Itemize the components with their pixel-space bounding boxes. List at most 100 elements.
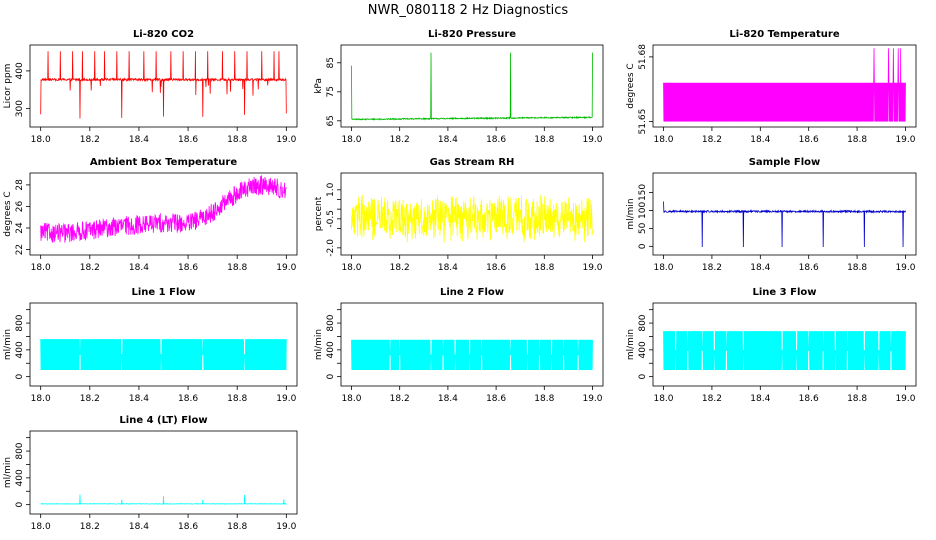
plot-frame bbox=[29, 172, 298, 256]
panel-title: Line 2 Flow bbox=[440, 287, 504, 298]
panel-title: Li-820 Temperature bbox=[729, 29, 839, 40]
x-tick-label: 18.6 bbox=[799, 135, 819, 145]
data-series-line bbox=[40, 175, 287, 243]
y-tick-label: 400 bbox=[15, 341, 25, 358]
y-axis-label: ml/min bbox=[3, 457, 13, 488]
x-tick-label: 18.8 bbox=[227, 135, 247, 145]
x-tick-label: 18.0 bbox=[31, 263, 51, 273]
y-tick-label: 0 bbox=[15, 502, 25, 508]
x-tick-label: 18.0 bbox=[653, 135, 673, 145]
y-tick-label: 800 bbox=[326, 314, 336, 331]
panel-title: Ambient Box Temperature bbox=[90, 157, 237, 168]
y-tick-label: 800 bbox=[15, 442, 25, 459]
data-series-line bbox=[40, 51, 287, 119]
x-tick-label: 18.8 bbox=[534, 394, 554, 404]
chart-panel-rh: Gas Stream RH 18.0 18.2 18.4 18.6 18.8 19.0 -2.… bbox=[314, 157, 604, 273]
x-tick-label: 18.0 bbox=[31, 522, 51, 532]
y-tick-label: 22 bbox=[15, 244, 25, 255]
x-tick-label: 18.8 bbox=[534, 263, 554, 273]
data-series-line bbox=[663, 201, 906, 248]
x-tick-label: 18.4 bbox=[750, 394, 770, 404]
data-series-line bbox=[663, 48, 906, 122]
x-tick-label: 18.6 bbox=[178, 522, 198, 532]
y-tick-label: 0 bbox=[15, 374, 25, 380]
y-tick-label: 65 bbox=[326, 115, 336, 126]
y-tick-label: 0 bbox=[638, 374, 648, 380]
x-tick-label: 18.0 bbox=[341, 263, 361, 273]
y-tick-label: 51.65 bbox=[638, 109, 648, 135]
x-tick-label: 18.4 bbox=[438, 135, 458, 145]
x-tick-label: 18.4 bbox=[129, 135, 149, 145]
y-tick-label: 400 bbox=[15, 62, 25, 79]
x-tick-label: 18.2 bbox=[80, 263, 100, 273]
y-tick-label: 85 bbox=[326, 57, 336, 68]
x-tick-label: 18.8 bbox=[227, 263, 247, 273]
x-tick-label: 19.0 bbox=[582, 135, 602, 145]
y-tick-label: 26 bbox=[15, 200, 25, 212]
x-tick-label: 18.4 bbox=[438, 394, 458, 404]
x-tick-label: 18.8 bbox=[847, 135, 867, 145]
x-tick-label: 18.0 bbox=[653, 263, 673, 273]
plot-frame bbox=[340, 302, 604, 387]
chart-panel-line2: Line 2 Flow 18.0 18.2 18.4 18.6 18.8 19.0 0 400 8… bbox=[314, 287, 604, 404]
x-tick-label: 18.0 bbox=[653, 394, 673, 404]
panel-title: Line 4 (LT) Flow bbox=[119, 415, 207, 426]
x-tick-label: 19.0 bbox=[582, 263, 602, 273]
y-tick-label: -0.5 bbox=[326, 210, 336, 228]
data-series-line bbox=[351, 194, 593, 243]
x-tick-label: 18.6 bbox=[486, 135, 506, 145]
x-tick-label: 18.2 bbox=[80, 394, 100, 404]
x-tick-label: 18.4 bbox=[129, 394, 149, 404]
x-tick-label: 18.4 bbox=[129, 522, 149, 532]
y-axis-label: degrees C bbox=[626, 63, 636, 108]
x-tick-label: 18.6 bbox=[799, 394, 819, 404]
x-tick-label: 18.0 bbox=[341, 394, 361, 404]
x-tick-label: 18.4 bbox=[129, 263, 149, 273]
y-tick-label: 800 bbox=[638, 314, 648, 331]
x-tick-label: 18.2 bbox=[80, 522, 100, 532]
data-series-line bbox=[40, 494, 287, 506]
y-tick-label: 400 bbox=[326, 341, 336, 358]
panel-title: Li-820 CO2 bbox=[133, 29, 194, 40]
plot-frame bbox=[29, 430, 298, 515]
x-tick-label: 19.0 bbox=[895, 135, 915, 145]
data-series-line bbox=[663, 331, 906, 370]
x-tick-label: 18.8 bbox=[847, 394, 867, 404]
y-tick-label: 400 bbox=[15, 469, 25, 486]
figure-title: NWR_080118 2 Hz Diagnostics bbox=[368, 3, 569, 18]
plot-frame bbox=[652, 172, 917, 256]
x-tick-label: 18.2 bbox=[390, 135, 410, 145]
x-tick-label: 18.4 bbox=[438, 263, 458, 273]
data-series-line bbox=[40, 339, 287, 370]
x-tick-label: 19.0 bbox=[895, 394, 915, 404]
x-tick-label: 18.4 bbox=[750, 263, 770, 273]
x-tick-label: 18.6 bbox=[486, 394, 506, 404]
panel-title: Sample Flow bbox=[749, 157, 821, 168]
y-axis-label: ml/min bbox=[626, 198, 636, 229]
chart-panels: Li-820 CO2 18.0 18.2 18.4 18.6 18.8 19.0 300 400… bbox=[3, 29, 917, 532]
x-tick-label: 18.4 bbox=[750, 135, 770, 145]
data-series-line bbox=[351, 52, 593, 121]
plot-frame bbox=[340, 44, 604, 128]
y-axis-label: percent bbox=[314, 196, 324, 231]
x-tick-label: 18.6 bbox=[178, 394, 198, 404]
y-axis-label: ml/min bbox=[626, 329, 636, 360]
y-tick-label: 0 bbox=[638, 243, 648, 249]
x-tick-label: 19.0 bbox=[895, 263, 915, 273]
x-tick-label: 19.0 bbox=[276, 522, 296, 532]
plot-frame bbox=[652, 44, 917, 128]
x-tick-label: 19.0 bbox=[276, 394, 296, 404]
x-tick-label: 18.2 bbox=[80, 135, 100, 145]
x-tick-label: 18.8 bbox=[227, 522, 247, 532]
y-axis-label: ml/min bbox=[314, 329, 324, 360]
x-tick-label: 18.2 bbox=[702, 394, 722, 404]
x-tick-label: 18.0 bbox=[31, 135, 51, 145]
y-tick-label: 1.0 bbox=[326, 182, 336, 197]
y-tick-label: 800 bbox=[15, 314, 25, 331]
y-tick-label: 0 bbox=[326, 374, 336, 380]
x-tick-label: 18.2 bbox=[390, 263, 410, 273]
x-tick-label: 18.0 bbox=[31, 394, 51, 404]
panel-title: Line 3 Flow bbox=[753, 287, 817, 298]
x-tick-label: 18.8 bbox=[534, 135, 554, 145]
